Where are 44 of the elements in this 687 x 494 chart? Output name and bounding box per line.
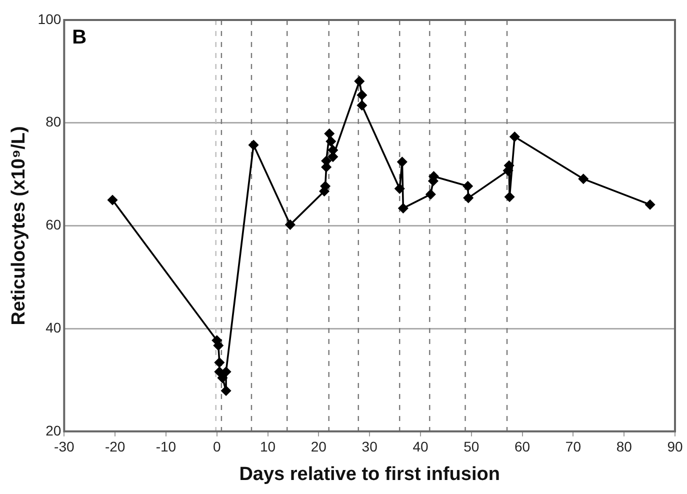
point (397, 157, 408, 167)
point (426, 189, 436, 200)
y-tick-label: 100 (38, 10, 62, 27)
x-tick-label: 90 (667, 438, 683, 455)
point (285, 220, 296, 230)
y-axis-title: Reticulocytes (x10⁹/L) (8, 126, 30, 326)
point (221, 366, 231, 377)
point (326, 136, 336, 146)
x-tick-label: 30 (362, 438, 378, 455)
point (462, 181, 473, 192)
x-tick-label: 50 (464, 438, 480, 455)
point (357, 100, 367, 110)
x-tick-label: -20 (104, 438, 126, 455)
point (221, 386, 231, 396)
x-tick-label: 20 (310, 438, 327, 455)
x-tick-label: 70 (565, 438, 582, 455)
x-tick-label: 60 (514, 438, 530, 455)
x-tick-label: -10 (156, 438, 176, 455)
x-tick-label: 80 (616, 438, 632, 455)
annotation: B (72, 26, 87, 49)
x-tick-label: 40 (412, 438, 428, 455)
x-tick-label: 10 (260, 438, 276, 455)
point (578, 174, 588, 184)
point (324, 128, 334, 139)
y-tick-label: 20 (46, 422, 62, 438)
point (108, 195, 118, 205)
point (504, 192, 514, 202)
point (248, 140, 258, 150)
point (645, 200, 655, 210)
y-tick-label: 60 (46, 216, 62, 233)
x-tick-label: 0 (212, 438, 221, 455)
point (218, 373, 228, 383)
point (398, 203, 408, 214)
point (214, 358, 224, 368)
point (463, 193, 474, 203)
point (510, 132, 520, 142)
x-axis-title: Days relative to first infusion (239, 464, 500, 485)
point (354, 76, 364, 86)
y-tick-label: 40 (46, 319, 62, 336)
point (394, 184, 405, 194)
point (357, 90, 367, 100)
point (213, 340, 224, 350)
x-tick-label: -30 (54, 438, 74, 455)
y-tick-label: 80 (46, 114, 62, 130)
